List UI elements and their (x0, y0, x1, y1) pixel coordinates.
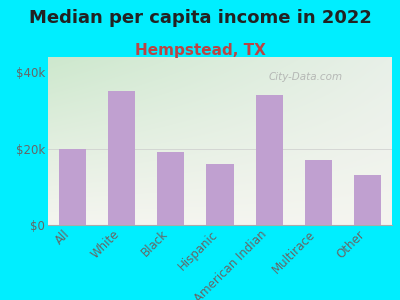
Bar (157, 152, 184, 225)
Text: Hempstead, TX: Hempstead, TX (134, 44, 266, 59)
Bar (256, 95, 283, 225)
Bar (206, 164, 234, 225)
Bar (354, 176, 381, 225)
Bar (59, 148, 86, 225)
Bar (305, 160, 332, 225)
Text: Median per capita income in 2022: Median per capita income in 2022 (28, 9, 372, 27)
Bar (108, 92, 135, 225)
Text: City-Data.com: City-Data.com (269, 72, 343, 82)
